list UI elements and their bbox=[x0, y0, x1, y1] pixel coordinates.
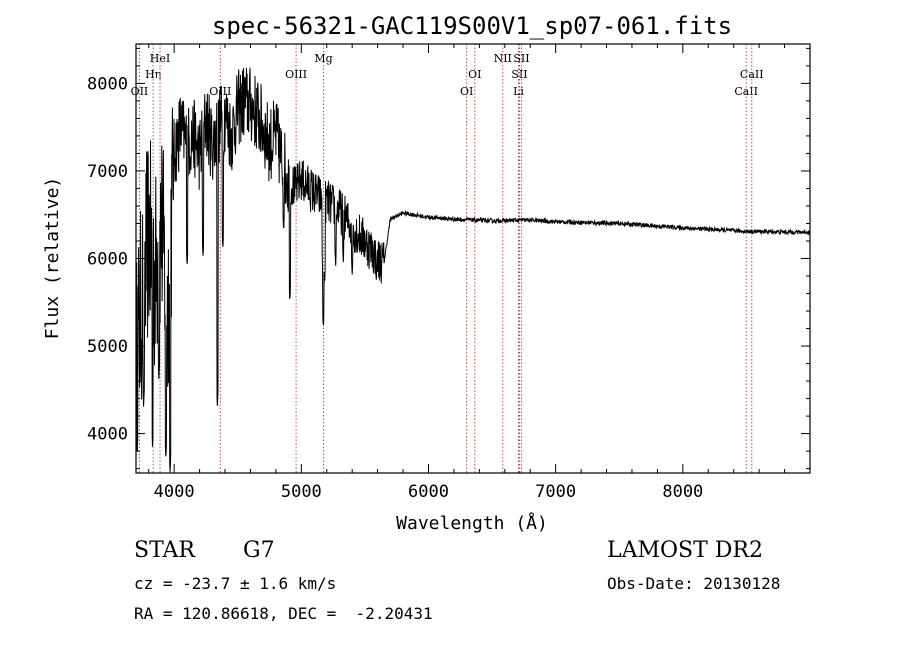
line-marker-label: OI bbox=[468, 68, 481, 81]
line-marker-label: SII bbox=[511, 68, 527, 81]
axis-ticks: 4000 5000 6000 7000 8000 4000 5000 6000 7000 8000 bbox=[87, 44, 810, 502]
x-tick-label: 4000 bbox=[154, 482, 195, 502]
line-markers: OIIHηHeIOIIIOIIIMgOIOINIISIILiSIICaIICaI… bbox=[131, 44, 764, 473]
line-marker-label: OI bbox=[460, 85, 473, 98]
line-marker-label: OIII bbox=[285, 68, 307, 81]
spectrum-chart: spec-56321-GAC119S00V1_sp07-061.fits Flu… bbox=[42, 12, 811, 534]
x-tick-label: 5000 bbox=[281, 482, 322, 502]
x-tick-label: 6000 bbox=[408, 482, 449, 502]
survey-name: LAMOST DR2 bbox=[607, 538, 763, 563]
redshift-value: cz = -23.7 ± 1.6 km/s bbox=[134, 574, 337, 593]
y-tick-label: 4000 bbox=[87, 425, 128, 445]
x-tick-label: 7000 bbox=[535, 482, 576, 502]
line-marker-label: OII bbox=[131, 85, 149, 98]
object-subclass: G7 bbox=[243, 538, 275, 563]
line-marker-label: SII bbox=[513, 52, 529, 65]
line-marker-label: NII bbox=[494, 52, 512, 65]
object-class: STAR bbox=[134, 538, 195, 563]
y-tick-label: 7000 bbox=[87, 162, 128, 182]
line-marker-label: CaII bbox=[740, 68, 764, 81]
line-marker-label: CaII bbox=[734, 85, 758, 98]
chart-title: spec-56321-GAC119S00V1_sp07-061.fits bbox=[212, 12, 732, 40]
spectrum-series bbox=[135, 67, 811, 473]
y-tick-label: 5000 bbox=[87, 337, 128, 357]
line-marker-label: Li bbox=[513, 85, 524, 98]
y-axis-label: Flux (relative) bbox=[42, 177, 63, 340]
line-marker-label: HeI bbox=[150, 52, 170, 65]
coordinates: RA = 120.86618, DEC = -2.20431 bbox=[134, 604, 433, 623]
x-axis-label: Wavelength (Å) bbox=[396, 512, 548, 534]
x-tick-label: 8000 bbox=[662, 482, 703, 502]
line-marker-label: OIII bbox=[209, 85, 231, 98]
line-marker-label: Mg bbox=[314, 52, 332, 65]
y-tick-label: 6000 bbox=[87, 250, 128, 270]
observation-date: Obs-Date: 20130128 bbox=[607, 574, 781, 593]
y-tick-label: 8000 bbox=[87, 74, 128, 94]
line-marker-label: Hη bbox=[145, 68, 161, 81]
spectrum-line bbox=[135, 67, 811, 473]
